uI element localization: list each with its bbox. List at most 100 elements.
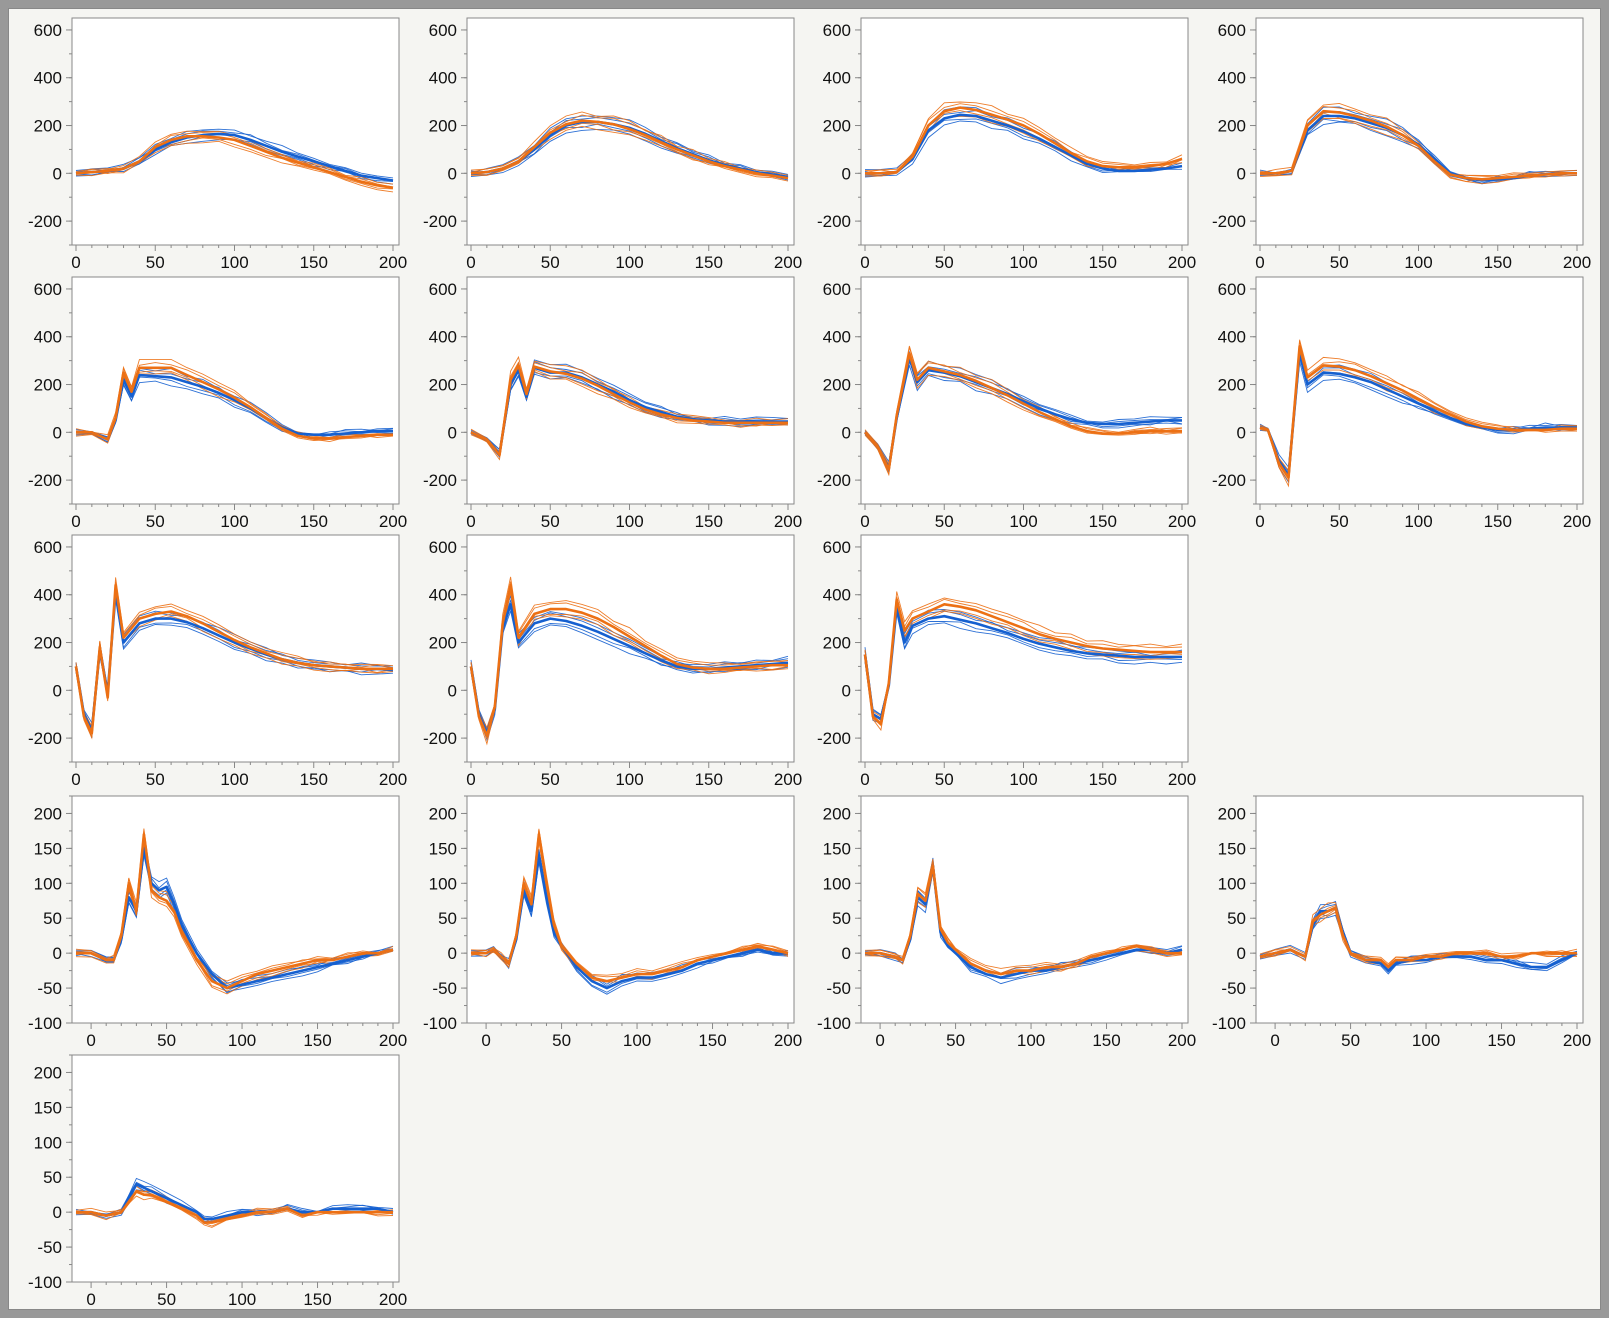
x-tick-label: 200 (1168, 253, 1196, 272)
x-tick-label: 50 (935, 512, 954, 531)
orange-mean-line (1259, 906, 1577, 969)
x-tick-label: 50 (946, 1031, 965, 1050)
y-tick-label: 200 (1218, 804, 1246, 823)
panel-2: 600 400 200 0 -200 0 50 100 150 200 (423, 17, 802, 272)
y-tick-label: 200 (429, 376, 457, 395)
x-tick-label: 50 (1341, 1031, 1360, 1050)
series-group (1259, 900, 1578, 975)
series-group (863, 591, 1183, 732)
y-tick-label: -200 (423, 212, 457, 231)
orange-mean-line (865, 106, 1183, 175)
y-tick-label: 200 (34, 376, 62, 395)
x-tick-label: 0 (860, 512, 869, 531)
y-tick-label: 600 (34, 280, 62, 299)
y-tick-label: 0 (448, 681, 457, 700)
x-tick-label: 100 (1404, 253, 1432, 272)
x-tick-label: 50 (541, 512, 560, 531)
y-tick-label: 150 (34, 1098, 62, 1117)
orange-mean-line (1260, 109, 1577, 181)
plot-area (71, 1054, 400, 1283)
panel-13: 200 150 100 50 0 -50 -100 0 50 100 150 200 (423, 795, 802, 1050)
x-tick-label: 100 (228, 1031, 256, 1050)
x-tick-label: 150 (1089, 770, 1117, 789)
y-tick-label: -200 (28, 729, 62, 748)
y-tick-label: 50 (832, 909, 851, 928)
x-tick-label: 200 (774, 1031, 802, 1050)
x-tick-label: 0 (466, 512, 475, 531)
x-tick-label: 50 (157, 1290, 176, 1309)
y-tick-label: 400 (823, 69, 851, 88)
y-tick-label: -100 (1212, 1014, 1246, 1033)
x-tick-label: 0 (466, 770, 475, 789)
x-tick-label: 100 (1009, 770, 1037, 789)
series-group (864, 345, 1183, 477)
x-tick-label: 0 (71, 512, 80, 531)
orange-mean-line (469, 583, 788, 738)
orange-trace-4 (864, 345, 1183, 466)
x-tick-label: 150 (300, 512, 328, 531)
x-tick-label: 200 (379, 1290, 407, 1309)
y-tick-label: -200 (817, 212, 851, 231)
y-tick-label: 600 (823, 538, 851, 557)
x-tick-label: 0 (875, 1031, 884, 1050)
series-group (470, 111, 789, 182)
y-tick-label: -200 (423, 471, 457, 490)
orange-mean-line (863, 598, 1182, 726)
x-tick-label: 200 (1168, 512, 1196, 531)
y-tick-label: 100 (1218, 874, 1246, 893)
plot-area (1255, 276, 1584, 505)
series-group (470, 828, 789, 995)
x-tick-label: 50 (146, 512, 165, 531)
x-tick-label: 150 (698, 1031, 726, 1050)
y-tick-label: 400 (429, 328, 457, 347)
blue-mean-line (76, 1182, 394, 1221)
y-tick-label: 200 (823, 804, 851, 823)
panel-12: 200 150 100 50 0 -50 -100 0 50 100 150 200 (28, 795, 407, 1050)
x-tick-label: 150 (300, 770, 328, 789)
y-tick-label: 50 (438, 909, 457, 928)
y-tick-label: 200 (429, 804, 457, 823)
plot-area (860, 276, 1189, 505)
series-group (74, 577, 394, 740)
y-tick-label: 100 (34, 1133, 62, 1152)
orange-mean-line (470, 364, 788, 457)
y-tick-label: 600 (1218, 280, 1246, 299)
y-tick-label: -50 (37, 1238, 62, 1257)
y-tick-label: 0 (53, 164, 62, 183)
x-tick-label: 200 (1563, 512, 1591, 531)
series-group (75, 1177, 394, 1228)
x-tick-label: 100 (1017, 1031, 1045, 1050)
panel-10: 600 400 200 0 -200 0 50 100 150 200 (423, 534, 802, 789)
x-tick-label: 0 (1270, 1031, 1279, 1050)
y-tick-label: 200 (823, 376, 851, 395)
y-tick-label: 200 (429, 634, 457, 653)
orange-mean-line (470, 119, 789, 180)
y-tick-label: 600 (34, 538, 62, 557)
y-tick-label: 50 (1227, 909, 1246, 928)
orange-mean-line (864, 352, 1182, 471)
orange-mean-line (471, 833, 789, 983)
y-tick-label: 0 (1237, 164, 1246, 183)
y-tick-label: 400 (1218, 328, 1246, 347)
y-tick-label: -50 (432, 979, 457, 998)
plot-area (466, 795, 795, 1024)
x-tick-label: 150 (1484, 253, 1512, 272)
y-tick-label: 400 (429, 69, 457, 88)
x-tick-label: 200 (1168, 1031, 1196, 1050)
panel-6: 600 400 200 0 -200 0 50 100 150 200 (423, 276, 802, 531)
x-tick-label: 50 (935, 770, 954, 789)
y-tick-label: 600 (429, 280, 457, 299)
y-tick-label: 200 (34, 634, 62, 653)
orange-mean-line (76, 366, 393, 441)
x-tick-label: 100 (220, 253, 248, 272)
y-tick-label: 200 (34, 117, 62, 136)
y-tick-label: 50 (43, 909, 62, 928)
y-tick-label: -200 (423, 729, 457, 748)
x-tick-label: 100 (615, 770, 643, 789)
y-tick-label: 600 (823, 280, 851, 299)
orange-mean-line (1259, 344, 1577, 480)
x-tick-label: 50 (552, 1031, 571, 1050)
x-tick-label: 100 (1404, 512, 1432, 531)
orange-trace-4 (1259, 102, 1578, 177)
panel-5: 600 400 200 0 -200 0 50 100 150 200 (28, 276, 407, 531)
